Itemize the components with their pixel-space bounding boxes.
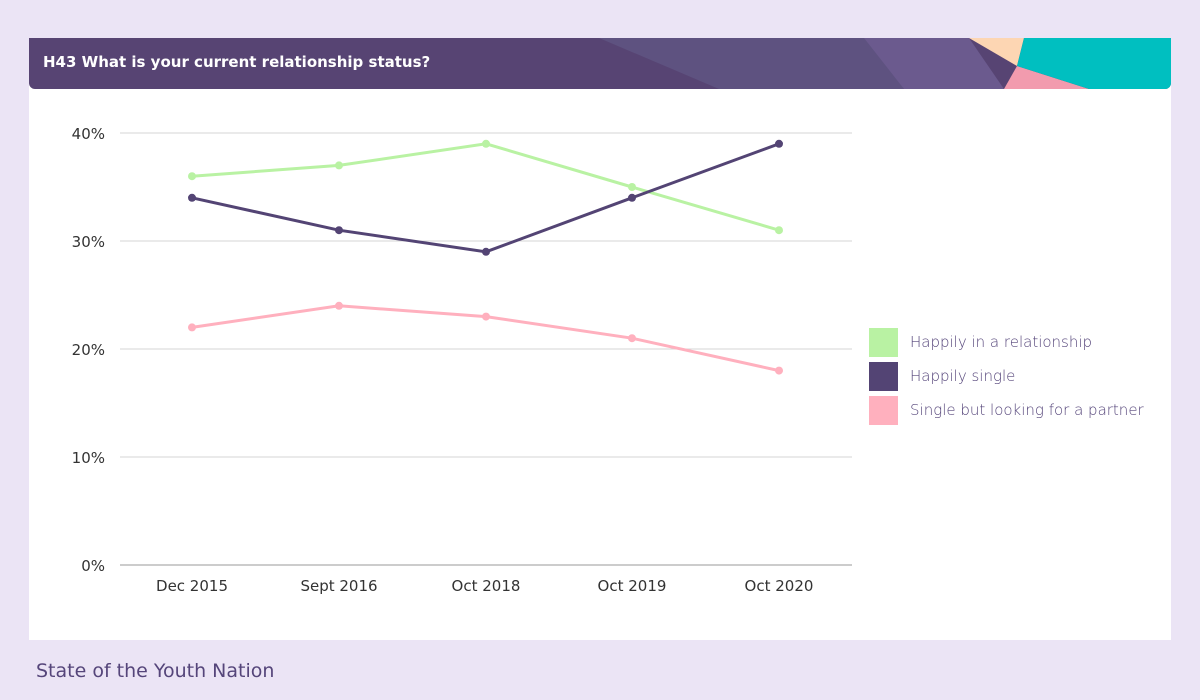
x-tick-label: Oct 2018 — [452, 577, 521, 595]
x-tick-label: Dec 2015 — [156, 577, 228, 595]
data-point — [628, 183, 636, 191]
y-tick-label: 40% — [72, 125, 105, 143]
data-point — [482, 139, 490, 148]
data-point — [482, 247, 490, 256]
y-tick-label: 10% — [72, 449, 105, 467]
chart-header: H43 What is your current relationship st… — [29, 38, 1171, 89]
legend-swatch — [869, 395, 898, 425]
legend: Happily in a relationship Happily single S… — [869, 325, 1144, 427]
data-point — [188, 323, 196, 332]
data-point — [628, 193, 636, 202]
legend-item: Happily in a relationship — [869, 325, 1144, 359]
data-point — [628, 334, 636, 343]
y-tick-label: 0% — [81, 557, 105, 575]
x-tick-label: Oct 2019 — [598, 577, 667, 595]
legend-item: Single but looking for a partner — [869, 393, 1144, 427]
header-decoration — [29, 38, 1171, 89]
line-chart: 0% 10% 20% 30% 40% Dec 2015 Sept 2016 Oct 2018 O… — [72, 125, 852, 595]
data-point — [775, 366, 783, 375]
legend-label: Happily single — [910, 367, 1016, 385]
legend-label: Single but looking for a partner — [910, 401, 1144, 419]
legend-swatch — [869, 361, 898, 391]
data-point — [482, 312, 490, 321]
data-point — [775, 139, 783, 148]
legend-swatch — [869, 327, 898, 357]
data-point — [188, 172, 196, 181]
chart-title: H43 What is your current relationship st… — [43, 53, 431, 71]
data-point — [335, 301, 343, 310]
x-tick-label: Sept 2016 — [300, 577, 377, 595]
footer-brand: State of the Youth Nation — [36, 660, 275, 682]
data-point — [335, 161, 343, 170]
chart-card: H43 What is your current relationship st… — [29, 38, 1171, 640]
series-line-1 — [191, 142, 780, 254]
data-point — [775, 226, 783, 235]
y-tick-label: 30% — [72, 233, 105, 251]
data-point — [335, 226, 343, 235]
data-point — [188, 193, 196, 202]
legend-item: Happily single — [869, 359, 1144, 393]
legend-label: Happily in a relationship — [910, 333, 1093, 351]
x-tick-label: Oct 2020 — [745, 577, 814, 595]
y-tick-label: 20% — [72, 341, 105, 359]
